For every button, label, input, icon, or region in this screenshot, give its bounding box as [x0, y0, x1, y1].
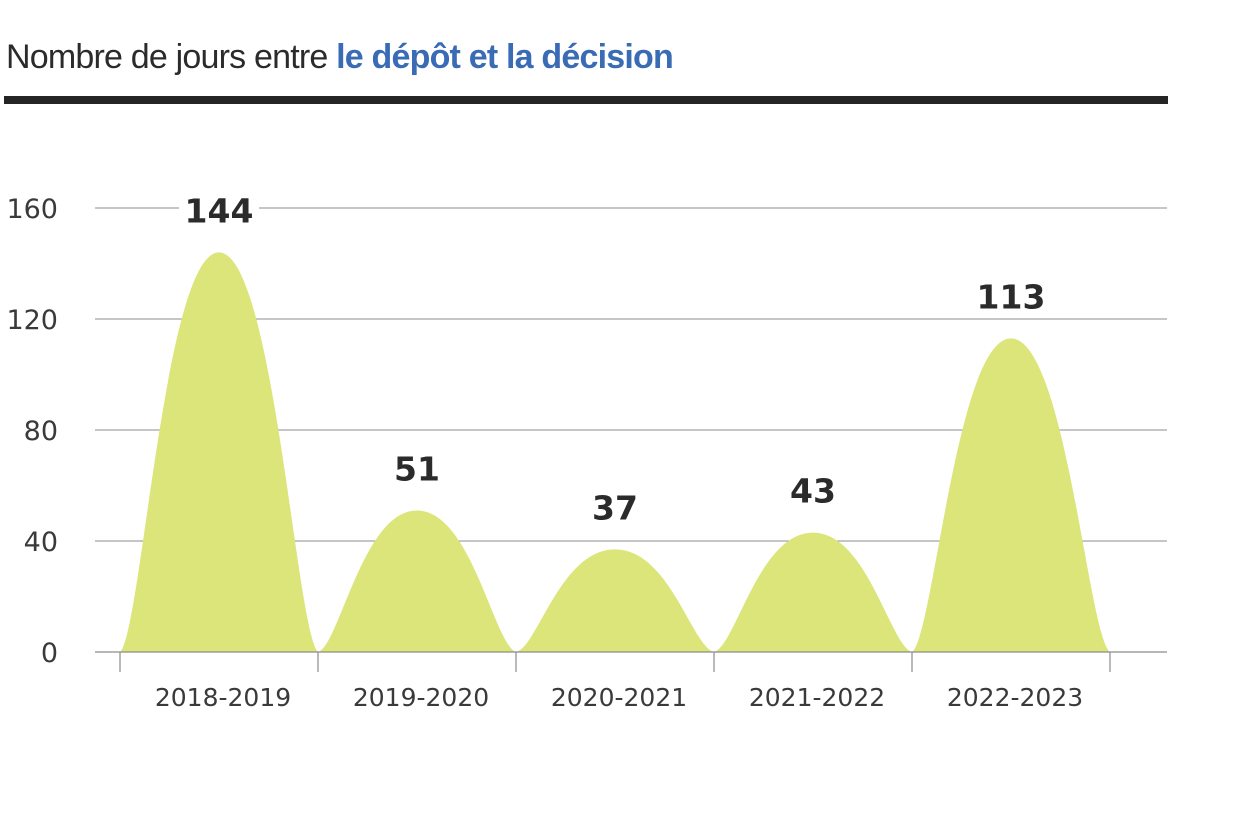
data-label-backdrop — [388, 450, 446, 491]
peak-series — [120, 252, 1110, 652]
y-tick-label: 80 — [24, 416, 58, 447]
title-rule — [4, 96, 1168, 104]
title-prefix: Nombre de jours entre — [6, 38, 328, 76]
x-tick-label: 2018-2019 — [155, 683, 291, 712]
x-tick-label: 2020-2021 — [551, 683, 687, 712]
title-highlight: le dépôt et la décision — [336, 38, 674, 76]
data-label: 113 — [977, 277, 1046, 316]
x-tick-label: 2019-2020 — [353, 683, 489, 712]
y-tick-label: 40 — [24, 527, 58, 558]
peak-2018-2019 — [120, 252, 318, 652]
data-label: 37 — [592, 488, 638, 527]
y-tick-label: 160 — [6, 194, 58, 225]
x-tick-labels: 2018-2019 2019-2020 2020-2021 2021-2022 2022… — [155, 683, 1083, 712]
x-axis — [95, 651, 1167, 672]
x-tick-label: 2022-2023 — [947, 683, 1083, 712]
data-label: 43 — [790, 472, 836, 511]
data-label-backdrop — [784, 472, 842, 513]
x-tick-label: 2021-2022 — [749, 683, 885, 712]
data-labels: 144 51 37 43 113 — [179, 191, 1051, 530]
peak-2022-2023 — [912, 338, 1110, 652]
chart-title: Nombre de jours entre le dépôt et la déc… — [6, 38, 674, 77]
peak-2019-2020 — [318, 510, 516, 652]
data-label: 144 — [185, 191, 254, 230]
y-tick-label: 120 — [6, 305, 58, 336]
peak-2021-2022 — [714, 532, 912, 652]
data-label-backdrop — [179, 192, 259, 233]
y-tick-labels: 0 40 80 120 160 — [6, 194, 58, 669]
y-tick-label: 0 — [41, 638, 58, 669]
data-label-backdrop — [971, 278, 1051, 319]
peak-2020-2021 — [516, 549, 714, 652]
data-label-backdrop — [586, 489, 644, 530]
data-label: 51 — [394, 449, 440, 488]
